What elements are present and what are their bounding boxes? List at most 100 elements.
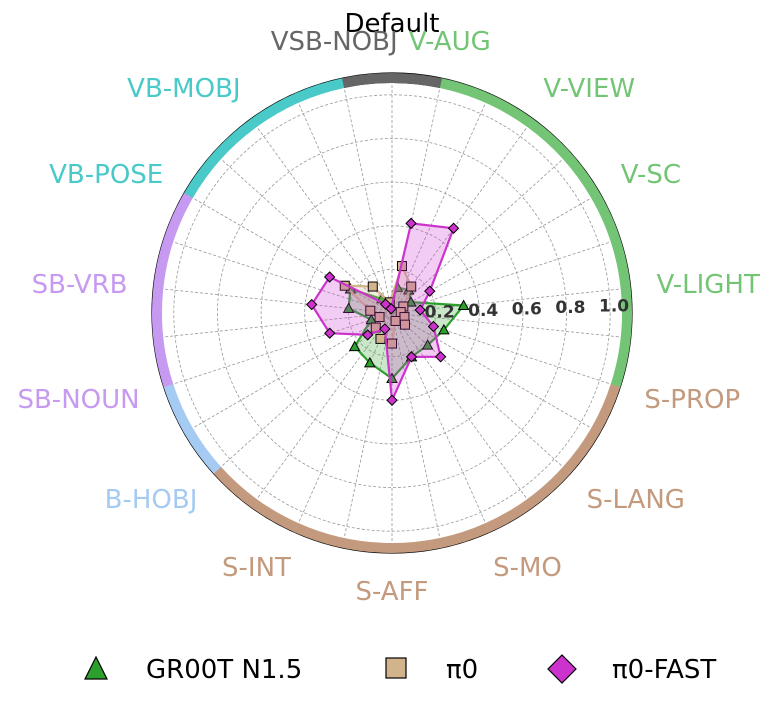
legend-label-0: GR00T N1.5: [146, 655, 302, 685]
series-point-2-14: [385, 303, 397, 315]
category-label: S-LANG: [587, 485, 685, 515]
series-layer: [306, 217, 470, 406]
grid-circle: [173, 94, 611, 532]
series-point-2-1: [447, 222, 460, 234]
series-point-2-6: [405, 351, 418, 363]
chart-title: Default: [345, 9, 440, 39]
series-point-0-5: [421, 339, 434, 350]
group-arc-v-light: [610, 287, 632, 388]
group-arc-s-mo: [391, 523, 490, 553]
series-point-2-0: [405, 217, 417, 230]
grid-spoke: [294, 93, 393, 314]
category-label: VSB-NOBJ: [271, 27, 398, 57]
grid-spoke: [391, 312, 490, 533]
series-point-2-9: [361, 329, 374, 341]
series-point-1-7: [387, 338, 397, 349]
grid-spoke: [391, 238, 621, 314]
category-label: SB-VRB: [32, 270, 128, 300]
series-area-2: [310, 222, 456, 405]
group-arc-s-prop: [562, 384, 621, 474]
category-label: V-AUG: [409, 27, 491, 57]
grid-spoke: [163, 238, 393, 314]
category-label: V-VIEW: [543, 74, 635, 104]
legend-label-2: π0-FAST: [612, 655, 716, 685]
group-arc-vb-mobj: [250, 78, 345, 127]
category-label: V-SC: [621, 160, 681, 190]
series-point-2-2: [424, 285, 436, 297]
series-point-1-8: [375, 333, 386, 344]
series-point-0-9: [348, 340, 361, 352]
grid-spoke: [294, 312, 393, 533]
group-arc-s-int: [213, 466, 299, 533]
radar-grid: [151, 72, 633, 554]
category-label: S-AFF: [355, 577, 428, 607]
grid-spoke: [391, 312, 443, 548]
category-label: S-MO: [493, 553, 562, 583]
category-label: S-PROP: [644, 385, 740, 415]
group-arc-s-aff: [294, 523, 393, 553]
grid-spoke: [250, 312, 393, 508]
category-label: B-HOBJ: [105, 485, 198, 515]
grid-circle: [217, 138, 567, 488]
grid-spoke: [391, 118, 534, 314]
series-point-2-12: [323, 271, 336, 283]
series-point-0-11: [342, 302, 355, 313]
grid-spoke: [391, 287, 631, 314]
series-point-0-2: [405, 296, 417, 307]
grid-spoke: [250, 118, 393, 314]
group-arc-sb-vrb: [153, 193, 193, 289]
legend: GR00T N1.5 π0 π0-FAST: [84, 654, 716, 685]
grid-spoke: [391, 93, 490, 314]
grid-spoke: [341, 78, 393, 314]
grid-spoke: [183, 312, 393, 434]
series-point-2-4: [427, 320, 440, 333]
grid-circle: [347, 268, 437, 358]
grid-spoke: [391, 312, 571, 474]
legend-marker-0: [84, 655, 108, 680]
category-labels: V-AUG V-VIEW V-SC V-LIGHT S-PROP S-LANG S-MO S-…: [17, 27, 759, 607]
rtick-label: 0.6: [512, 299, 542, 319]
grid-spoke: [391, 312, 534, 508]
grid-spoke: [391, 152, 571, 314]
group-arc-vb-pose: [184, 118, 257, 199]
series-point-1-6: [390, 315, 401, 326]
rtick-label: 1.0: [599, 296, 629, 316]
category-label: SB-NOUN: [17, 385, 139, 415]
series-point-0-8: [363, 356, 376, 368]
series-point-2-11: [306, 298, 318, 311]
series-point-1-10: [374, 312, 385, 323]
series-point-1-11: [365, 305, 376, 316]
grid-spoke: [213, 312, 393, 474]
category-label: VB-MOBJ: [127, 74, 240, 104]
group-arc-sb-noun: [152, 287, 174, 388]
group-arc-v-view: [527, 118, 600, 199]
group-arc-v-aug: [439, 78, 534, 127]
category-label: VB-POSE: [49, 160, 163, 190]
series-point-2-3: [414, 304, 426, 316]
legend-marker-1: [385, 657, 407, 679]
grid-spoke: [391, 312, 601, 434]
category-label: V-LIGHT: [656, 270, 759, 300]
group-ring: [152, 73, 632, 553]
grid-spoke: [163, 312, 393, 388]
category-label: S-INT: [222, 553, 291, 583]
series-2: [306, 217, 460, 406]
grid-spoke: [341, 312, 393, 548]
series-point-2-8: [379, 323, 391, 335]
radial-tick-labels: 0.2 0.4 0.6 0.8 1.0: [425, 296, 630, 322]
rtick-label: 0.4: [468, 301, 498, 321]
group-arc-b-hobj: [163, 384, 222, 474]
rtick-label: 0.8: [555, 298, 585, 318]
grid-spoke: [153, 312, 393, 339]
group-arc-v-sc: [591, 193, 631, 289]
legend-label-1: π0: [446, 655, 478, 685]
series-point-0-3: [457, 299, 470, 310]
group-arc-vsb-nobj: [342, 73, 442, 89]
group-arc-s-lang: [485, 466, 571, 533]
series-point-2-7: [386, 394, 398, 406]
grid-spoke: [391, 312, 631, 339]
grid-spoke: [153, 287, 393, 314]
series-point-2-5: [434, 351, 447, 363]
series-point-1-13: [367, 281, 378, 292]
